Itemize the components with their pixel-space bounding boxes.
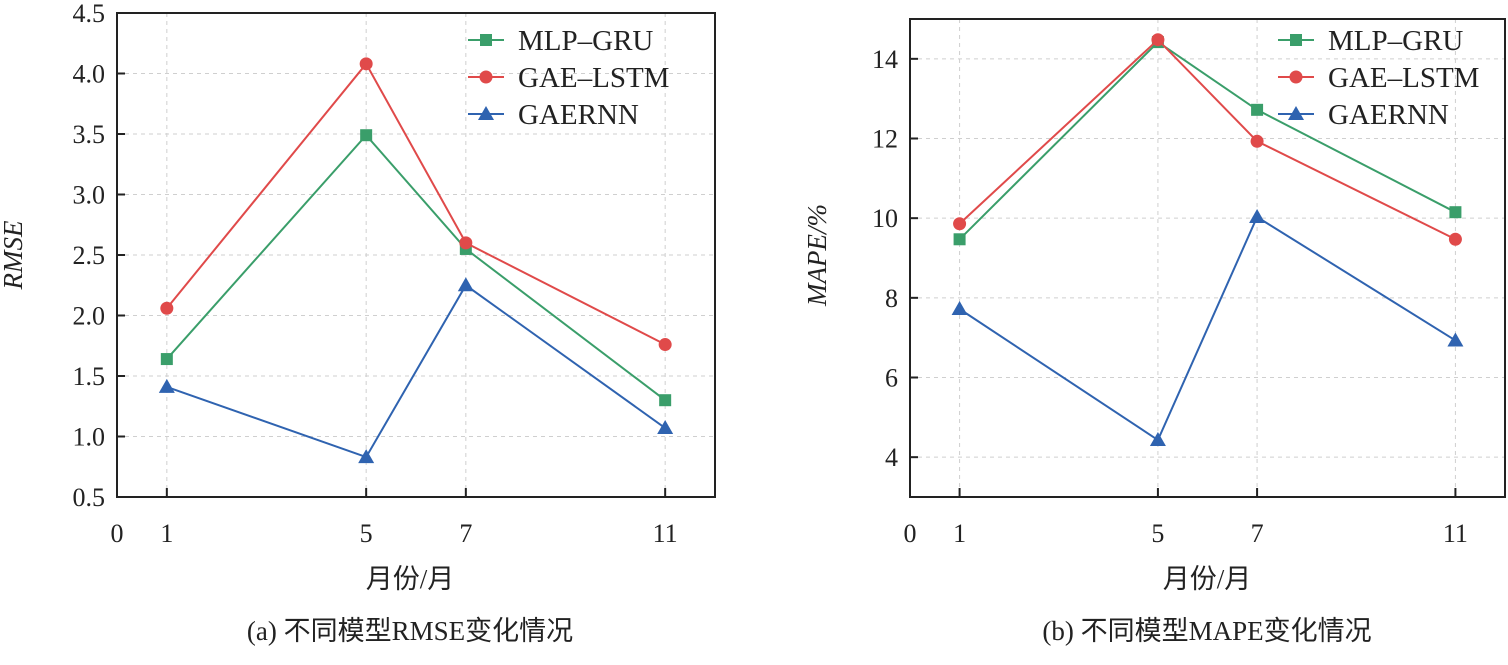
x-tick-label: 0 <box>111 519 124 548</box>
data-point <box>158 378 175 393</box>
y-tick-label: 6 <box>885 364 898 393</box>
legend-label: GAERNN <box>1328 99 1449 131</box>
x-tick-label: 1 <box>953 519 966 548</box>
chart-caption: (a) 不同模型RMSE变化情况 <box>247 616 573 646</box>
legend-marker <box>1290 34 1302 46</box>
x-tick-label: 5 <box>360 519 373 548</box>
data-point <box>1449 206 1462 219</box>
y-axis-label: MAPE/% <box>802 204 832 307</box>
legend-marker <box>1288 106 1304 120</box>
y-axis-label: RMSE <box>0 220 28 290</box>
legend-label: GAERNN <box>518 99 639 131</box>
legend-marker <box>479 70 493 84</box>
legend-entry: MLP–GRU <box>1278 25 1463 57</box>
data-point <box>953 217 967 231</box>
chart-panel-rmse: 0.5 1.0 1.5 2.0 2.5 3.0 3.5 4.0 4.5 0 1 5 7 11 月份/月 RMS… <box>0 0 716 646</box>
y-tick-label: 8 <box>885 284 898 313</box>
y-tick-label: 4.0 <box>73 60 106 89</box>
data-point <box>658 338 672 352</box>
x-tick-label: 0 <box>904 519 917 548</box>
x-axis-label: 月份/月 <box>366 564 455 594</box>
legend-marker <box>478 106 494 120</box>
data-point <box>1447 332 1464 347</box>
series-line <box>959 215 1456 442</box>
y-tick-label: 10 <box>872 204 898 233</box>
data-point <box>1151 33 1165 47</box>
data-point <box>1249 208 1266 223</box>
x-tick-label: 7 <box>1251 519 1264 548</box>
data-point <box>1448 232 1462 246</box>
legend-entry: GAE–LSTM <box>1278 62 1479 94</box>
plot-frame <box>909 18 1506 498</box>
y-tick-label: 0.5 <box>73 483 106 512</box>
data-point <box>1251 103 1264 116</box>
legend-marker <box>1289 70 1303 84</box>
chart-panel-mape: 4 6 8 10 12 14 0 1 5 7 11 月份/月 MAPE/% (b) 不同模型MAPE变化情… <box>802 18 1506 646</box>
legend-label: GAE–LSTM <box>1328 62 1479 94</box>
series-line <box>166 283 666 459</box>
x-axis-label: 月份/月 <box>1163 564 1252 594</box>
x-tick-label: 11 <box>653 519 678 548</box>
legend-entry: MLP–GRU <box>468 25 653 57</box>
y-tick-label: 4 <box>885 443 898 472</box>
x-tick-label: 7 <box>459 519 472 548</box>
data-point <box>457 277 474 292</box>
data-point <box>358 449 375 464</box>
series-line <box>166 133 666 401</box>
x-tick-label: 5 <box>1151 519 1164 548</box>
data-point <box>360 129 373 142</box>
y-tick-label: 2.5 <box>73 241 106 270</box>
legend-entry: GAE–LSTM <box>468 62 669 94</box>
data-point <box>459 236 473 250</box>
y-tick-label: 2.0 <box>73 302 106 331</box>
data-point <box>953 233 966 246</box>
y-tick-label: 1.0 <box>73 423 106 452</box>
series-gae-lstm <box>953 33 1462 246</box>
y-tick-label: 1.5 <box>73 362 106 391</box>
data-point <box>1250 134 1264 148</box>
series-mlp-gru <box>160 129 672 407</box>
x-tick-label: 1 <box>160 519 173 548</box>
y-tick-label: 3.5 <box>73 120 106 149</box>
x-tick-label: 11 <box>1443 519 1468 548</box>
legend-label: MLP–GRU <box>1328 25 1463 57</box>
legend-entry: GAERNN <box>1278 99 1449 131</box>
data-point <box>160 301 174 315</box>
series-line <box>958 38 1456 241</box>
series-gaernn <box>951 208 1464 447</box>
series-gae-lstm <box>160 57 672 352</box>
legend-label: MLP–GRU <box>518 25 653 57</box>
data-point <box>951 300 968 315</box>
y-tick-label: 12 <box>872 125 898 154</box>
y-tick-label: 14 <box>872 45 898 74</box>
chart-caption: (b) 不同模型MAPE变化情况 <box>1042 616 1371 646</box>
data-point <box>359 57 373 71</box>
data-point <box>1149 432 1166 447</box>
legend-marker <box>480 34 492 46</box>
legend-entry: GAERNN <box>468 99 639 131</box>
data-point <box>657 420 674 435</box>
legend-label: GAE–LSTM <box>518 62 669 94</box>
y-tick-label: 4.5 <box>73 0 106 28</box>
data-point <box>659 394 672 407</box>
series-gaernn <box>158 277 674 464</box>
series-line <box>166 62 666 346</box>
series-line <box>958 40 1456 240</box>
y-tick-label: 3.0 <box>73 181 106 210</box>
data-point <box>160 353 173 366</box>
